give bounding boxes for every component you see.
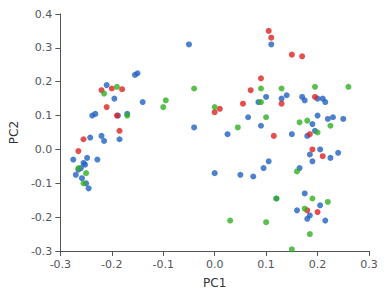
svg-text:0.2: 0.2 [35, 75, 53, 88]
svg-text:-0.2: -0.2 [101, 258, 122, 271]
svg-text:0.3: 0.3 [360, 258, 378, 271]
svg-text:-0.3: -0.3 [31, 245, 52, 258]
svg-text:0.1: 0.1 [257, 258, 275, 271]
svg-text:0.1: 0.1 [35, 109, 53, 122]
svg-text:PC1: PC1 [203, 276, 226, 290]
svg-text:0.0: 0.0 [35, 143, 53, 156]
svg-text:-0.1: -0.1 [31, 177, 52, 190]
svg-text:-0.2: -0.2 [31, 211, 52, 224]
svg-text:0.0: 0.0 [206, 258, 224, 271]
svg-text:PC2: PC2 [7, 121, 21, 144]
svg-text:-0.3: -0.3 [50, 258, 71, 271]
svg-text:0.4: 0.4 [35, 8, 53, 21]
svg-text:0.2: 0.2 [309, 258, 327, 271]
svg-text:-0.1: -0.1 [153, 258, 174, 271]
svg-text:0.3: 0.3 [35, 41, 53, 54]
